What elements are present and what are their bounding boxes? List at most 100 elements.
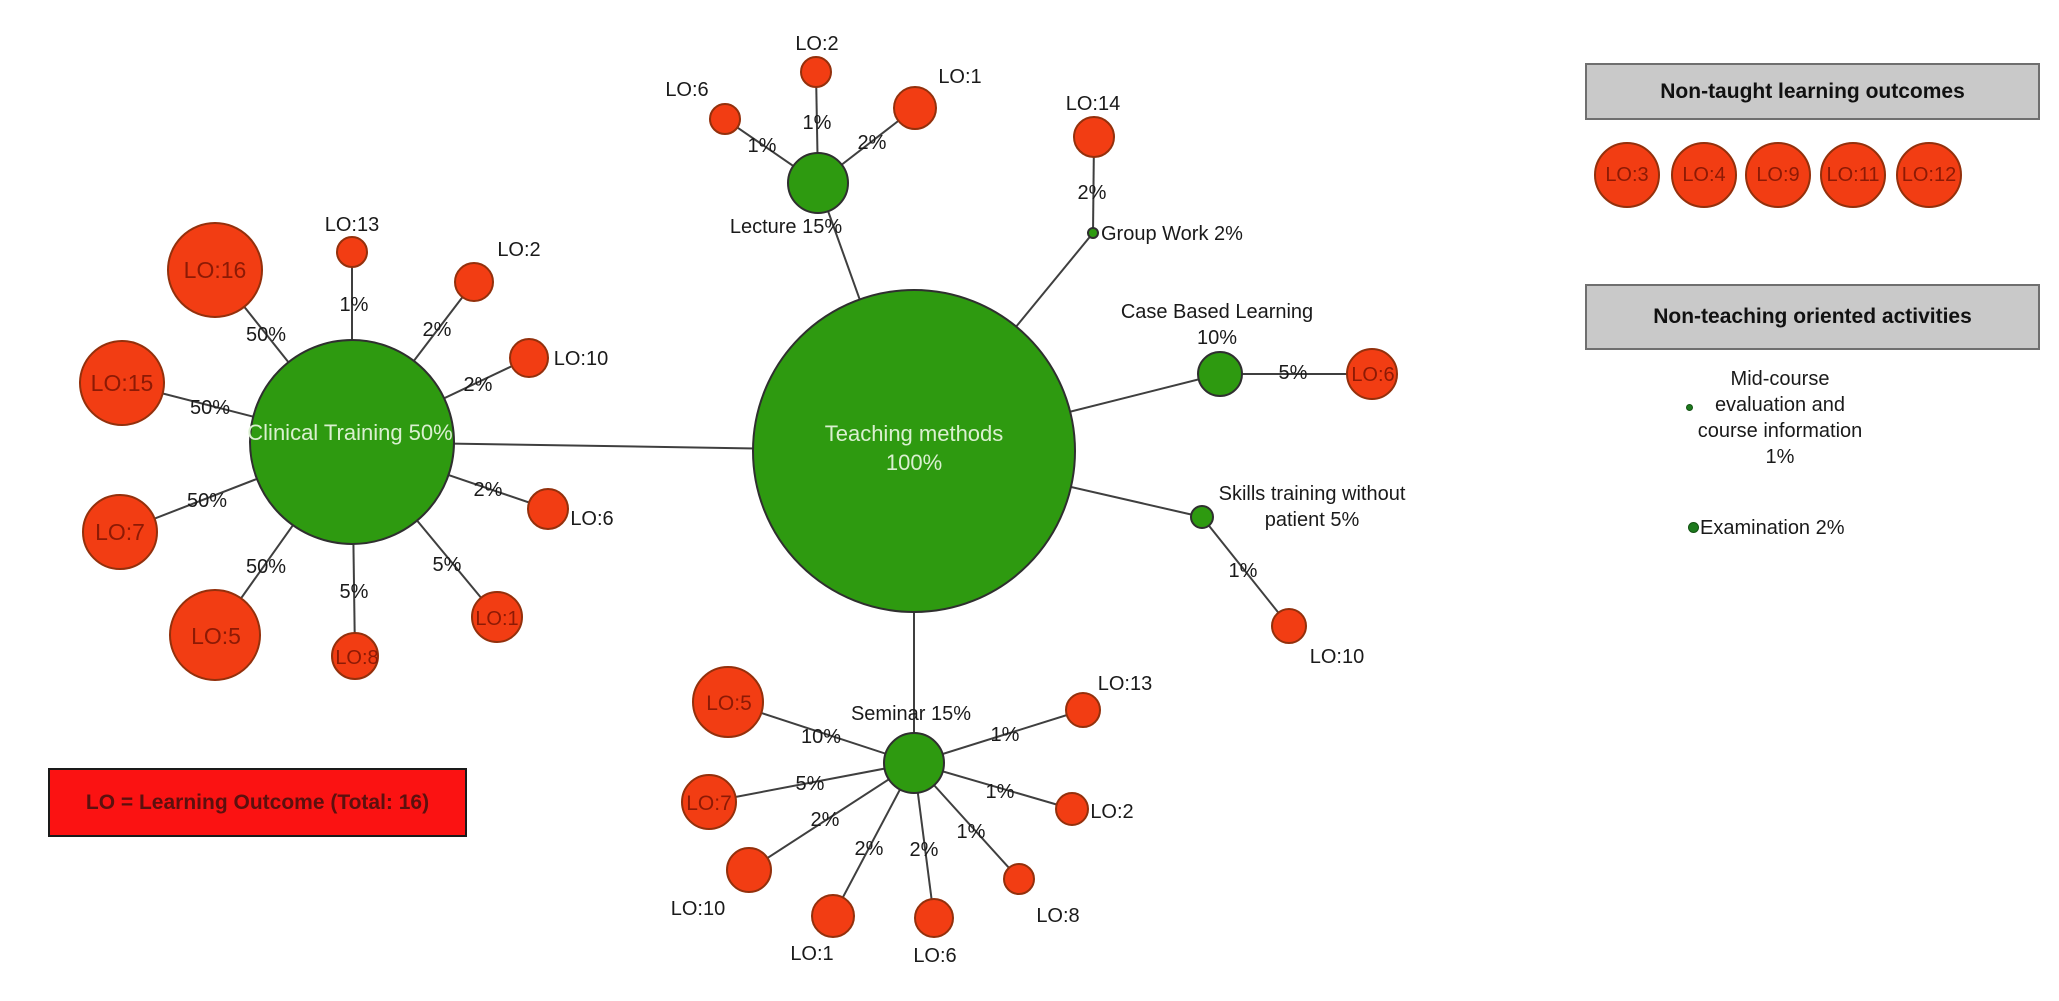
node-sem-lo8 bbox=[1003, 863, 1035, 895]
node-label-clinical-0: Clinical Training 50% bbox=[247, 420, 452, 445]
node-label-sem-lo1-0: LO:1 bbox=[790, 943, 833, 965]
node-label-sem-lo5-0: LO:5 bbox=[706, 692, 752, 715]
node-sem-lo2 bbox=[1055, 792, 1089, 826]
examination-dot-icon bbox=[1688, 522, 1699, 533]
edge-label-clinical-cl-lo10: 2% bbox=[464, 374, 493, 396]
edge-label-clinical-cl-lo7: 50% bbox=[187, 490, 227, 512]
node-label-cl-lo2-0: LO:2 bbox=[497, 239, 540, 261]
node-cbl-lo6 bbox=[1346, 348, 1398, 400]
midcourse-dot-icon bbox=[1686, 404, 1693, 411]
node-label-teaching-1: 100% bbox=[886, 450, 942, 475]
non-teaching-header-text: Non-teaching oriented activities bbox=[1653, 305, 1972, 328]
edge-label-seminar-sem-lo8: 1% bbox=[957, 821, 986, 843]
midcourse-line-2: evaluation and bbox=[1714, 394, 1846, 416]
midcourse-line-4: 1% bbox=[1765, 446, 1795, 468]
edge-seminar-sem-lo7 bbox=[708, 762, 915, 803]
node-label-lec-lo6-0: LO:6 bbox=[665, 79, 708, 101]
edge-label-seminar-sem-lo7: 5% bbox=[796, 773, 825, 795]
edge-label-clinical-cl-lo5: 50% bbox=[246, 556, 286, 578]
non-taught-lo11-circle: LO:11 bbox=[1820, 142, 1886, 208]
non-taught-lo12-circle: LO:12 bbox=[1896, 142, 1962, 208]
node-cl-lo6 bbox=[527, 488, 569, 530]
edge-label-seminar-sem-lo13: 1% bbox=[991, 724, 1020, 746]
edge-label-groupwork-grp-lo14: 2% bbox=[1078, 182, 1107, 204]
non-taught-lo3-label: LO:3 bbox=[1605, 163, 1649, 186]
node-label-cl-lo8-0: LO:8 bbox=[335, 647, 378, 669]
node-cl-lo15 bbox=[79, 340, 165, 426]
node-label-lecture-0: Lecture 15% bbox=[730, 216, 843, 238]
node-label-sem-lo10-0: LO:10 bbox=[671, 898, 725, 920]
node-teaching bbox=[752, 289, 1076, 613]
edge-seminar-sem-lo10 bbox=[748, 762, 915, 871]
node-grp-lo14 bbox=[1073, 116, 1115, 158]
node-label-sem-lo2-0: LO:2 bbox=[1090, 801, 1133, 823]
edge-label-seminar-sem-lo6: 2% bbox=[910, 839, 939, 861]
edge-skills-skl-lo10 bbox=[1201, 516, 1290, 627]
node-label-sem-lo13-0: LO:13 bbox=[1098, 673, 1152, 695]
node-label-skills-1: patient 5% bbox=[1265, 509, 1360, 531]
node-label-cl-lo7-0: LO:7 bbox=[95, 519, 145, 545]
lo-legend-text: LO = Learning Outcome (Total: 16) bbox=[85, 790, 430, 814]
midcourse-line-3: course information bbox=[1697, 420, 1863, 442]
edge-label-seminar-sem-lo1: 2% bbox=[855, 838, 884, 860]
lo-legend-box: LO = Learning Outcome (Total: 16) bbox=[48, 768, 467, 837]
node-label-cl-lo10-0: LO:10 bbox=[554, 348, 608, 370]
node-label-lec-lo1-0: LO:1 bbox=[938, 66, 981, 88]
edge-label-seminar-sem-lo10: 2% bbox=[811, 809, 840, 831]
node-cl-lo7 bbox=[82, 494, 158, 570]
examination-text: Examination 2% bbox=[1700, 517, 1845, 539]
node-cl-lo2 bbox=[454, 262, 494, 302]
node-label-teaching-0: Teaching methods bbox=[825, 421, 1004, 446]
node-label-cl-lo5-0: LO:5 bbox=[191, 623, 241, 649]
node-label-cl-lo13-0: LO:13 bbox=[325, 214, 379, 236]
non-taught-header: Non-taught learning outcomes bbox=[1585, 63, 2040, 120]
non-taught-lo12-label: LO:12 bbox=[1901, 163, 1957, 186]
node-label-skills-0: Skills training without bbox=[1219, 483, 1406, 505]
node-label-cbl-1: 10% bbox=[1197, 327, 1237, 349]
node-lec-lo2 bbox=[800, 56, 832, 88]
node-label-lec-lo2-0: LO:2 bbox=[795, 33, 838, 55]
edge-label-lecture-lec-lo6: 1% bbox=[748, 135, 777, 157]
edge-label-cbl-cbl-lo6: 5% bbox=[1279, 362, 1308, 384]
edge-label-clinical-cl-lo2: 2% bbox=[423, 319, 452, 341]
non-taught-lo4-label: LO:4 bbox=[1682, 163, 1726, 186]
midcourse-line-1: Mid-course bbox=[1730, 368, 1830, 390]
edge-label-clinical-cl-lo8: 5% bbox=[340, 581, 369, 603]
non-taught-lo11-label: LO:11 bbox=[1826, 163, 1880, 186]
node-label-sem-lo7-0: LO:7 bbox=[686, 792, 732, 815]
node-lecture bbox=[787, 152, 849, 214]
node-label-cbl-0: Case Based Learning bbox=[1121, 301, 1313, 323]
node-label-sem-lo6-0: LO:6 bbox=[913, 945, 956, 967]
node-cl-lo5 bbox=[169, 589, 261, 681]
node-label-skl-lo10-0: LO:10 bbox=[1310, 646, 1364, 668]
node-cl-lo1 bbox=[471, 591, 523, 643]
node-label-cl-lo15-0: LO:15 bbox=[91, 370, 154, 396]
node-sem-lo13 bbox=[1065, 692, 1101, 728]
edge-label-clinical-cl-lo1: 5% bbox=[433, 554, 462, 576]
node-skl-lo10 bbox=[1271, 608, 1307, 644]
node-label-cl-lo16-0: LO:16 bbox=[184, 257, 247, 283]
node-label-cl-lo6-0: LO:6 bbox=[570, 508, 613, 530]
node-groupwork bbox=[1087, 227, 1099, 239]
node-label-cl-lo1-0: LO:1 bbox=[475, 608, 518, 630]
node-sem-lo10 bbox=[726, 847, 772, 893]
node-sem-lo6 bbox=[914, 898, 954, 938]
node-seminar bbox=[883, 732, 945, 794]
non-taught-lo4-circle: LO:4 bbox=[1671, 142, 1737, 208]
non-taught-lo9-label: LO:9 bbox=[1756, 163, 1800, 186]
node-cbl bbox=[1197, 351, 1243, 397]
node-label-grp-lo14-0: LO:14 bbox=[1066, 93, 1120, 115]
edge-label-seminar-sem-lo2: 1% bbox=[986, 781, 1015, 803]
node-lec-lo1 bbox=[893, 86, 937, 130]
edge-label-clinical-cl-lo15: 50% bbox=[190, 397, 230, 419]
edge-label-seminar-sem-lo5: 10% bbox=[801, 726, 841, 748]
non-teaching-header: Non-teaching oriented activities bbox=[1585, 284, 2040, 350]
node-cl-lo8 bbox=[331, 632, 379, 680]
edge-label-clinical-cl-lo16: 50% bbox=[246, 324, 286, 346]
node-sem-lo7 bbox=[681, 774, 737, 830]
node-label-seminar-0: Seminar 15% bbox=[851, 703, 971, 725]
node-clinical bbox=[249, 339, 455, 545]
node-label-groupwork-0: Group Work 2% bbox=[1101, 223, 1243, 245]
